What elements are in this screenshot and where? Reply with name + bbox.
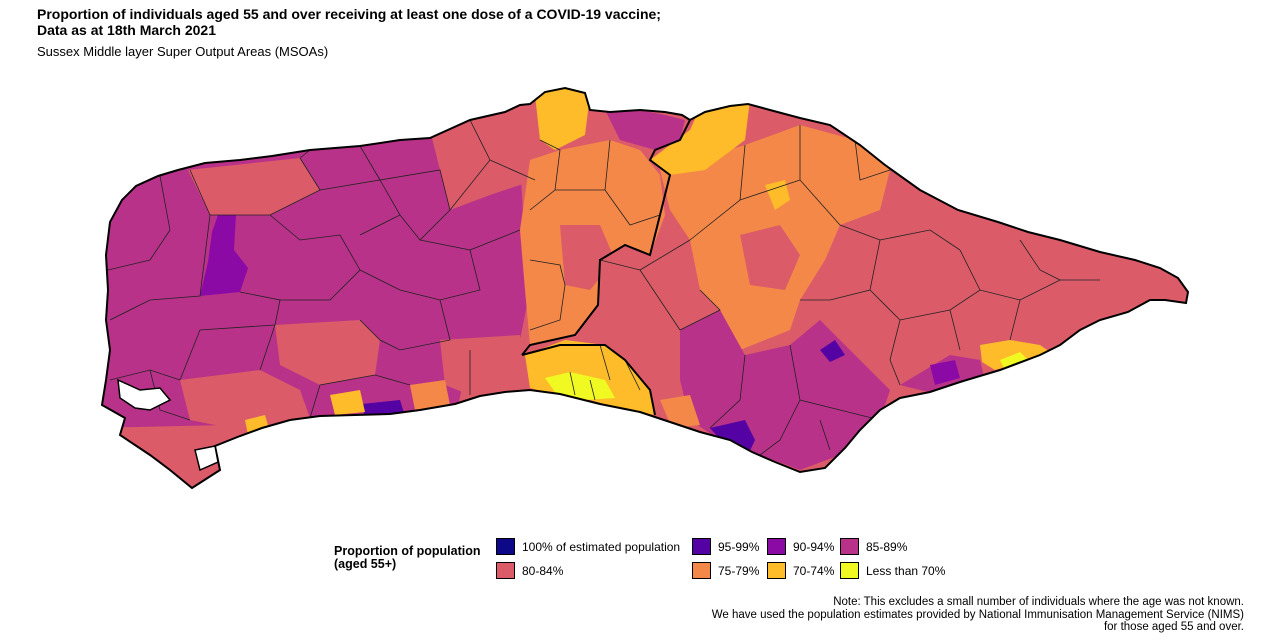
boundary-line (854, 139, 891, 181)
msoa-regions (102, 88, 1188, 488)
boundary-line (469, 229, 521, 251)
map-title: Proportion of individuals aged 55 and ov… (37, 6, 661, 38)
legend-title-line-1: Proportion of population (334, 544, 481, 558)
region-90-94-west (200, 215, 248, 296)
legend-item-70-74: 70-74% (767, 561, 834, 580)
map-subtitle: Sussex Middle layer Super Output Areas (… (37, 44, 329, 59)
boundary-line (309, 374, 411, 419)
region-85-89-north (605, 110, 685, 150)
legend-label: 85-89% (866, 539, 908, 554)
region-80-84-southwest (180, 370, 310, 430)
region-75-79-shoreham (410, 380, 450, 410)
msoa-boundaries (107, 119, 1100, 456)
boundary-line (679, 289, 721, 331)
harbour-inlet-east (194, 445, 219, 472)
legend-label: 95-99% (718, 539, 760, 554)
region-70-74-small (765, 180, 790, 210)
legend-label: 90-94% (793, 539, 835, 554)
boundary-line (639, 239, 691, 271)
boundary-line (1009, 299, 1021, 341)
legend-swatch (840, 562, 859, 579)
legend-label: Less than 70% (866, 563, 946, 578)
boundary-line (759, 399, 801, 456)
boundary-line (149, 369, 191, 421)
boundary-line (359, 299, 451, 351)
boundary-line (789, 344, 881, 421)
boundary-line (489, 159, 536, 181)
boundary-line (359, 239, 481, 301)
footnote: Note: This excludes a small number of in… (712, 596, 1244, 634)
title-line-1: Proportion of individuals aged 55 and ov… (37, 6, 661, 22)
legend-label: 80-84% (522, 563, 564, 578)
boundary-line (109, 214, 211, 321)
legend-item-80-84: 80-84% (496, 561, 563, 580)
region-70-74-worthing (330, 390, 365, 415)
region-less-70-brighton (545, 372, 615, 400)
legend-item-90-94: 90-94% (767, 537, 834, 556)
legend-label: 70-74% (793, 563, 835, 578)
boundary-line (529, 259, 566, 331)
boundary-line (959, 249, 981, 291)
region-80-84-centre (275, 320, 380, 385)
legend-swatch (496, 538, 515, 555)
region-80-84-central-pocket (560, 225, 615, 290)
legend-swatch (692, 562, 711, 579)
boundary-line (949, 309, 961, 351)
boundary-line (319, 179, 401, 236)
legend-item-95-99: 95-99% (692, 537, 759, 556)
legend-item-100: 100% of estimated population (496, 537, 680, 556)
title-line-2: Data as at 18th March 2021 (37, 22, 216, 38)
legend-item-less-70: Less than 70% (840, 561, 945, 580)
authority-boundary-line (521, 344, 656, 416)
region-less-70-hastings (1000, 352, 1030, 370)
boundary-line (604, 139, 661, 226)
legend-title-line-2: (aged 55+) (334, 557, 397, 571)
legend-label: 75-79% (718, 563, 760, 578)
region-90-94-east (930, 360, 960, 385)
region-75-79-coast (660, 395, 700, 428)
boundary-line (709, 354, 746, 429)
legend-title: Proportion of population (aged 55+) (334, 545, 481, 571)
region-70-74-top (535, 88, 590, 150)
legend-item-85-89: 85-89% (840, 537, 907, 556)
region-80-84-nw (188, 158, 320, 215)
legend-swatch (840, 538, 859, 555)
boundary-line (819, 419, 831, 451)
boundary-line (624, 359, 641, 391)
region-95-99-southeast (820, 340, 845, 362)
harbour-inlet (117, 378, 172, 411)
boundary-line (299, 145, 381, 181)
boundary-line (529, 139, 561, 211)
footnote-line-2: We have used the population estimates pr… (711, 608, 1244, 621)
legend-swatch (496, 562, 515, 579)
legend-label: 100% of estimated population (522, 539, 681, 554)
footnote-line-1: Note: This excludes a small number of in… (833, 596, 1244, 608)
boundary-line (739, 179, 801, 201)
legend-item-75-79: 75-79% (692, 561, 759, 580)
boundary-line (889, 319, 901, 386)
region-95-99-south (710, 420, 755, 455)
boundary-line (1019, 239, 1061, 281)
boundary-line (259, 324, 276, 371)
authority-boundary-line (521, 119, 691, 356)
legend-swatch (692, 538, 711, 555)
boundary-line (800, 239, 881, 301)
boundary-line (839, 224, 961, 251)
choropleth-map (101, 87, 1189, 489)
footnote-line-3: for those aged 55 and over. (1103, 621, 1244, 633)
region-80-84-northeast-pocket (740, 225, 800, 290)
legend-swatch (767, 538, 786, 555)
boundary-line (107, 175, 171, 271)
boundary-line (269, 214, 361, 301)
boundary-line (569, 344, 611, 401)
legend-swatch (767, 562, 786, 579)
boundary-line (599, 259, 681, 331)
region-70-74-north (650, 100, 750, 175)
authority-boundaries (521, 119, 691, 416)
region-80-84-coastal (440, 335, 525, 395)
region-80-84-north (430, 108, 540, 210)
